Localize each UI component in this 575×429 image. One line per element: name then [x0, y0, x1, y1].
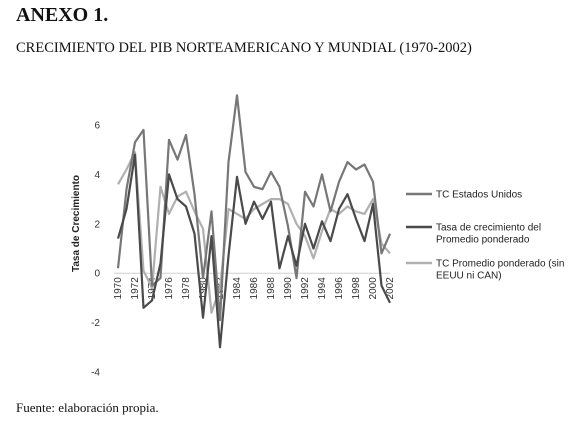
annex-heading: ANEXO 1. [16, 4, 109, 26]
y-tick-label: -4 [91, 368, 100, 379]
legend-label-3: TC Promedio ponderado (sin [436, 259, 564, 270]
x-tick-label: 1990 [283, 277, 294, 300]
x-tick-label: 1970 [113, 277, 124, 300]
x-tick-label: 1996 [334, 277, 345, 300]
x-tick-label: 1988 [266, 277, 277, 300]
chart-title-main: CRECIMIENTO DEL PIB NORTEAMERICANO Y MUN… [16, 40, 396, 56]
y-axis-label: Tasa de Crecimiento [71, 175, 82, 272]
legend-label-3: EEUU ni CAN) [436, 271, 502, 282]
chart-title-period: (1970-2002) [399, 40, 472, 56]
y-tick-label: 6 [94, 121, 100, 132]
chart-title: CRECIMIENTO DEL PIB NORTEAMERICANO Y MUN… [16, 40, 472, 57]
y-tick-label: 0 [94, 269, 100, 280]
y-tick-label: 2 [94, 219, 100, 230]
legend-label-2: Promedio ponderado [436, 235, 530, 246]
x-tick-label: 2000 [368, 277, 379, 300]
x-tick-label: 2002 [385, 277, 396, 300]
x-tick-label: 1986 [249, 277, 260, 300]
y-tick-label: 4 [94, 170, 100, 181]
series-line-3 [117, 151, 391, 314]
x-tick-label: 1992 [300, 277, 311, 300]
y-tick-label: -2 [91, 318, 100, 329]
x-tick-label: 1994 [317, 277, 328, 300]
x-tick-label: 1972 [130, 277, 141, 300]
x-tick-label: 1980 [198, 277, 209, 300]
legend-label-2: Tasa de crecimiento del [436, 223, 541, 234]
series-line-2 [116, 153, 391, 349]
x-tick-label: 1978 [181, 277, 192, 300]
x-tick-label: 1976 [164, 277, 175, 300]
x-tick-label: 1984 [232, 277, 243, 300]
legend-label-1: TC Estados Unidos [436, 190, 522, 201]
source-note: Fuente: elaboración propia. [16, 400, 159, 415]
x-tick-label: 1998 [351, 277, 362, 300]
